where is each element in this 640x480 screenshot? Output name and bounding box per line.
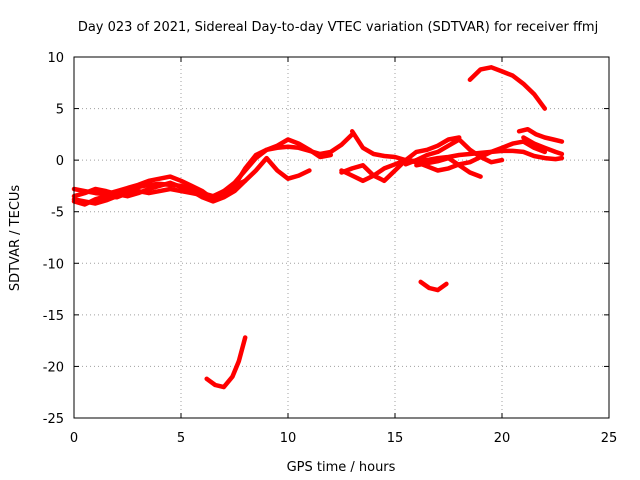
y-tick-label: 10 [47,51,64,66]
series-line-track-10 [516,126,565,144]
series-line-track-13 [418,279,449,293]
y-tick-label: -10 [43,257,64,272]
x-tick-label: 15 [387,431,404,446]
plot-frame [73,56,610,419]
x-tick-label: 25 [601,431,618,446]
y-tick-label: 5 [56,103,64,118]
series-line-track-14 [204,335,248,390]
series-line-track-8 [403,137,505,167]
chart-title: Day 023 of 2021, Sidereal Day-to-day VTE… [78,20,598,35]
data-series [71,65,565,390]
series-line-track-6 [349,129,565,164]
y-axis-label: SDTVAR / TECUs [8,185,23,292]
series-line-track-11 [521,135,565,157]
y-tick-label: -15 [43,309,64,324]
series-line-track-7 [339,139,548,184]
x-tick-label: 20 [494,431,511,446]
x-axis-label: GPS time / hours [287,460,396,475]
y-tick-label: 0 [56,154,64,169]
series-line-track-2 [71,137,334,202]
y-axis-ticks: 10 5 0 -5 -10 -15 -20 -25 [43,51,609,427]
x-tick-label: 0 [70,431,78,446]
grid-lines [74,57,609,418]
y-tick-label: -20 [43,360,64,375]
series-line-track-4 [71,178,248,207]
series-line-track-5 [339,135,462,184]
x-tick-label: 5 [177,431,185,446]
y-tick-label: -5 [51,206,64,221]
series-line-track-12 [467,65,548,111]
x-tick-label: 10 [280,431,297,446]
x-axis-ticks: 0 5 10 15 20 25 [70,57,617,446]
y-tick-label: -25 [43,412,64,427]
series-line-track-9 [414,155,483,179]
